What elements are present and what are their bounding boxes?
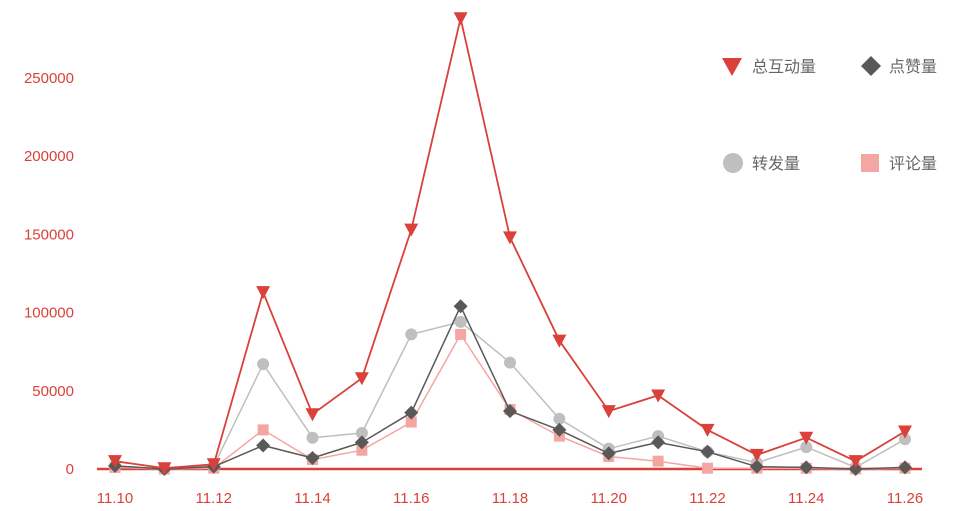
- data-point-triangle-down-11-18: [503, 231, 517, 245]
- data-point-triangle-down-11-14: [305, 408, 320, 422]
- data-point-square-11-17: [455, 328, 467, 340]
- data-point-square-11-13: [257, 424, 269, 436]
- data-point-triangle-down-11-21: [651, 389, 666, 403]
- x-tick-label-11-24: 11.24: [788, 490, 824, 507]
- legend-label-square: 评论量: [889, 154, 937, 173]
- y-tick-label-150000: 150000: [24, 226, 74, 243]
- x-tick-label-11-18: 11.18: [492, 490, 528, 507]
- y-axis: 0 50000 100000 150000 200000 250000: [24, 70, 74, 478]
- data-point-diamond-11-14: [305, 451, 320, 466]
- legend-marker-square: [861, 154, 879, 172]
- data-point-triangle-down-11-26: [898, 425, 912, 439]
- data-point-triangle-down-11-23: [749, 448, 764, 462]
- y-tick-label-0: 0: [66, 461, 74, 478]
- data-point-diamond-11-25: [848, 462, 863, 476]
- y-tick-label-250000: 250000: [24, 70, 74, 87]
- plot-area: [108, 12, 912, 476]
- data-point-triangle-down-11-24: [799, 431, 814, 445]
- data-point-triangle-down-11-19: [552, 334, 567, 348]
- x-tick-label-11-22: 11.22: [689, 490, 725, 507]
- data-point-triangle-down-11-25: [848, 455, 863, 469]
- x-tick-label-11-10: 11.10: [97, 490, 133, 507]
- data-point-square-11-16: [405, 416, 417, 428]
- legend-marker-diamond: [861, 56, 881, 76]
- legend-item-triangle-down: 总互动量: [722, 57, 816, 76]
- data-point-triangle-down-11-16: [404, 223, 419, 237]
- legend-item-square: 评论量: [861, 154, 937, 173]
- data-point-circle-11-15: [355, 427, 368, 440]
- legend-item-circle: 转发量: [723, 153, 800, 173]
- legend-marker-triangle-down: [722, 58, 742, 76]
- data-point-triangle-down-11-13: [256, 286, 271, 300]
- data-point-diamond-11-22: [700, 444, 715, 459]
- x-axis: 11.10 11.12 11.14 11.16 11.18 11.20 11.22 11.24…: [97, 467, 923, 507]
- x-tick-label-11-14: 11.14: [294, 490, 330, 507]
- data-point-diamond-11-26: [898, 460, 912, 475]
- y-tick-label-200000: 200000: [24, 148, 74, 165]
- data-point-diamond-11-17: [453, 299, 468, 314]
- data-point-diamond-11-19: [552, 422, 567, 437]
- data-point-triangle-down-11-20: [601, 405, 616, 419]
- data-point-circle-11-26: [899, 433, 911, 446]
- x-tick-label-11-26: 11.26: [887, 490, 923, 507]
- data-point-triangle-down-11-15: [354, 372, 369, 386]
- data-point-triangle-down-11-22: [700, 423, 715, 437]
- data-point-triangle-down-11-10: [108, 455, 122, 469]
- data-point-circle-11-14: [306, 431, 319, 444]
- data-point-diamond-11-24: [799, 460, 814, 475]
- data-point-diamond-11-23: [749, 459, 764, 474]
- legend-label-triangle-down: 总互动量: [752, 57, 816, 76]
- data-point-diamond-11-20: [601, 446, 616, 461]
- legend-label-diamond: 点赞量: [889, 57, 937, 76]
- data-point-circle-11-18: [504, 356, 516, 369]
- data-point-circle-11-13: [257, 358, 270, 371]
- data-point-circle-11-16: [405, 328, 418, 341]
- x-tick-label-11-16: 11.16: [393, 490, 429, 507]
- data-point-diamond-11-21: [651, 435, 666, 450]
- data-point-circle-11-19: [553, 412, 566, 425]
- x-tick-label-11-20: 11.20: [591, 490, 627, 507]
- series-diamond: [108, 299, 912, 476]
- data-point-square-11-21: [652, 455, 664, 467]
- data-point-diamond-11-15: [354, 435, 369, 450]
- data-point-diamond-11-16: [404, 405, 419, 420]
- data-point-square-11-22: [702, 462, 713, 474]
- data-point-triangle-down-11-17: [453, 12, 468, 26]
- data-point-square-11-15: [356, 444, 368, 456]
- data-point-triangle-down-11-11: [157, 462, 172, 476]
- data-point-diamond-11-18: [503, 404, 517, 419]
- data-point-circle-11-24: [800, 441, 813, 454]
- series-circle: [109, 315, 911, 475]
- legend-marker-circle: [723, 153, 743, 173]
- legend-item-diamond: 点赞量: [861, 56, 937, 76]
- legend-label-circle: 转发量: [752, 154, 800, 173]
- x-tick-label-11-12: 11.12: [196, 490, 232, 507]
- series-triangle-down: [108, 12, 912, 476]
- y-tick-label-100000: 100000: [24, 305, 74, 322]
- data-point-circle-11-17: [454, 315, 467, 328]
- data-point-triangle-down-11-12: [206, 458, 221, 472]
- series-line-square: [114, 333, 906, 470]
- y-tick-label-50000: 50000: [32, 383, 74, 400]
- data-point-diamond-11-13: [256, 438, 271, 453]
